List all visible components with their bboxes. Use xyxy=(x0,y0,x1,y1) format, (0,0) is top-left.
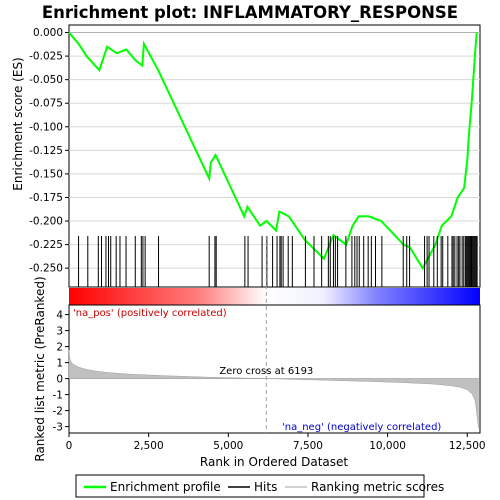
x-tick-label: 10,000 xyxy=(369,440,406,452)
chart-title: Enrichment plot: INFLAMMATORY_RESPONSE xyxy=(42,3,458,22)
es-y-tick-label: -0.250 xyxy=(29,263,63,275)
es-y-tick-label: -0.150 xyxy=(29,168,63,180)
es-y-tick-label: -0.050 xyxy=(29,74,63,86)
metric-y-tick-label: 3 xyxy=(56,326,63,338)
x-axis-title: Rank in Ordered Dataset xyxy=(200,455,348,469)
hit-markers xyxy=(78,236,478,287)
legend-frame xyxy=(75,474,425,498)
legend-label-enrichment: Enrichment profile xyxy=(110,480,221,494)
metric-panel-frame xyxy=(68,304,481,434)
metric-y-axis-title: Ranked list metric (PreRanked) xyxy=(33,276,47,461)
es-y-tick-label: -0.100 xyxy=(29,121,63,133)
x-tick-label: 2,500 xyxy=(134,440,164,452)
positive-correlation-label: 'na_pos' (positively correlated) xyxy=(73,308,227,319)
enrichment-profile-line xyxy=(68,31,478,271)
es-y-tick-label: -0.225 xyxy=(29,239,63,251)
negative-correlation-label: 'na_neg' (negatively correlated) xyxy=(282,422,441,433)
x-tick-label: 12,500 xyxy=(449,440,486,452)
es-y-ticks: 0.000 -0.025 -0.050 -0.075 -0.100 -0.125 -0.15… xyxy=(29,27,69,275)
metric-y-tick-label: -3 xyxy=(53,422,63,434)
metric-y-ticks: 4 3 2 1 0 -1 -2 -3 xyxy=(53,310,69,434)
es-y-tick-label: -0.175 xyxy=(29,192,63,204)
metric-y-tick-label: 1 xyxy=(56,358,63,370)
es-y-tick-label: -0.200 xyxy=(29,216,63,228)
metric-y-tick-label: -2 xyxy=(53,406,63,418)
metric-y-tick-label: 2 xyxy=(56,342,63,354)
rank-gradient-bar xyxy=(69,288,480,305)
x-tick-label: 7,500 xyxy=(293,440,323,452)
x-axis-ticks: 0 2,500 5,000 7,500 10,000 12,500 xyxy=(66,433,486,452)
es-panel-frame xyxy=(68,24,481,288)
es-y-tick-label: -0.025 xyxy=(29,51,63,63)
x-tick-label: 5,000 xyxy=(213,440,243,452)
es-y-tick-label: 0.000 xyxy=(33,27,63,39)
metric-y-tick-label: 0 xyxy=(56,374,63,386)
es-gridlines xyxy=(69,32,480,269)
metric-y-tick-label: -1 xyxy=(53,390,63,402)
es-y-axis-title: Enrichment score (ES) xyxy=(11,57,25,190)
x-tick-label: 0 xyxy=(66,440,73,452)
metric-y-tick-label: 4 xyxy=(56,310,63,322)
legend-label-hits: Hits xyxy=(254,480,277,494)
es-y-tick-label: -0.075 xyxy=(29,98,63,110)
legend-label-ranking: Ranking metric scores xyxy=(311,480,444,494)
zero-cross-label: Zero cross at 6193 xyxy=(219,366,313,377)
es-y-tick-label: -0.125 xyxy=(29,145,63,157)
legend: Enrichment profile Hits Ranking metric s… xyxy=(75,474,444,498)
